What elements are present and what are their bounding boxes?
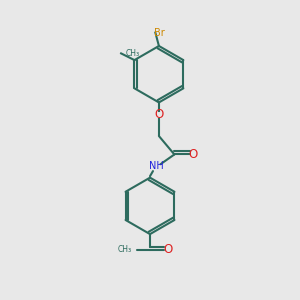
Text: O: O (163, 243, 172, 256)
Text: CH₃: CH₃ (117, 245, 132, 254)
Text: NH: NH (148, 161, 163, 171)
Text: O: O (188, 148, 197, 161)
Text: CH₃: CH₃ (126, 49, 140, 58)
Text: Br: Br (154, 28, 165, 38)
Text: O: O (154, 108, 164, 121)
